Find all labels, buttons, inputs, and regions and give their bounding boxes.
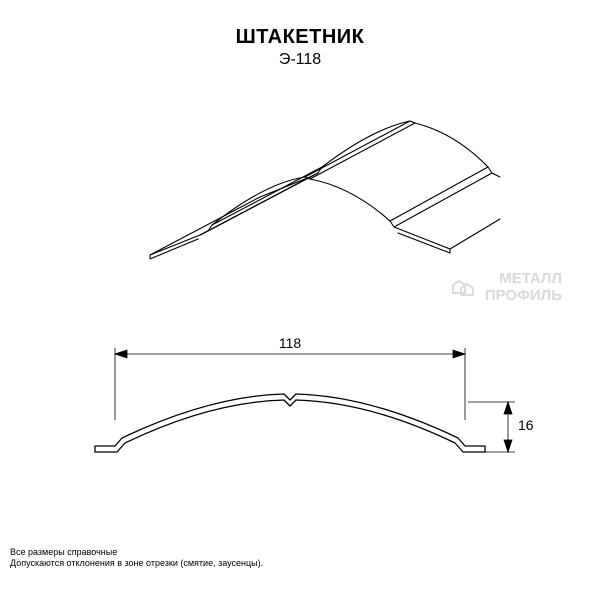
brand-logo-icon — [449, 273, 477, 301]
watermark-line2: ПРОФИЛЬ — [485, 287, 562, 304]
cross-section-view: 118 16 — [0, 330, 600, 505]
watermark-line1: МЕТАЛЛ — [485, 270, 562, 287]
height-dimension-label: 16 — [518, 417, 534, 433]
product-title: ШТАКЕТНИК — [0, 26, 600, 49]
footnotes: Все размеры справочные Допускаются откло… — [10, 547, 263, 570]
product-model: Э-118 — [0, 51, 600, 69]
footnote-line1: Все размеры справочные — [10, 547, 263, 559]
isometric-view — [0, 87, 600, 292]
footnote-line2: Допускаются отклонения в зоне отрезки (с… — [10, 558, 263, 570]
brand-watermark: МЕТАЛЛ ПРОФИЛЬ — [449, 270, 562, 305]
width-dimension-label: 118 — [279, 335, 302, 351]
